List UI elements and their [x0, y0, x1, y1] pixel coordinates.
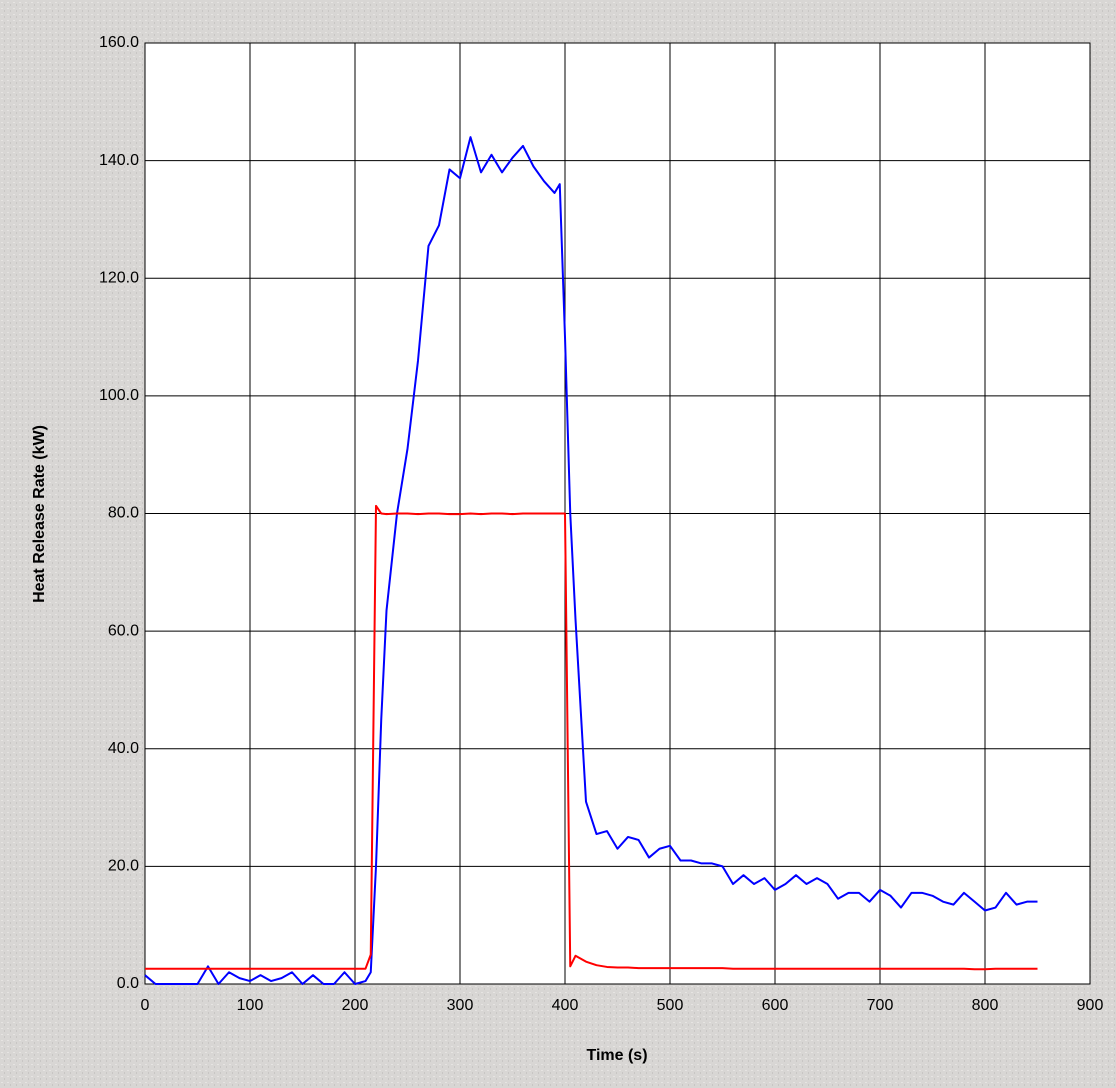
data-line [145, 504, 1038, 971]
x-tick-label: 200 [342, 997, 369, 1014]
data-line [144, 136, 1038, 985]
y-tick-label: 160.0 [99, 34, 139, 51]
x-tick-label: 600 [762, 997, 789, 1014]
y-tick-label: 0.0 [117, 975, 139, 992]
y-tick-label: 120.0 [99, 269, 139, 286]
y-tick-label: 80.0 [108, 505, 139, 522]
x-tick-label: 100 [237, 997, 264, 1014]
x-tick-label: 0 [141, 997, 150, 1014]
x-tick-label: 300 [447, 997, 474, 1014]
y-tick-label: 60.0 [108, 622, 139, 639]
y-axis-title: Heat Release Rate (kW) [31, 425, 48, 603]
x-tick-label: 900 [1077, 997, 1104, 1014]
x-tick-label: 400 [552, 997, 579, 1014]
y-tick-label: 40.0 [108, 740, 139, 757]
x-tick-label: 800 [972, 997, 999, 1014]
plot-border [144, 42, 1091, 985]
x-tick-label: 700 [867, 997, 894, 1014]
y-tick-label: 100.0 [99, 387, 139, 404]
y-tick-label: 20.0 [108, 858, 139, 875]
x-axis-title: Time (s) [586, 1047, 647, 1064]
x-tick-label: 500 [657, 997, 684, 1014]
y-tick-label: 140.0 [99, 152, 139, 169]
